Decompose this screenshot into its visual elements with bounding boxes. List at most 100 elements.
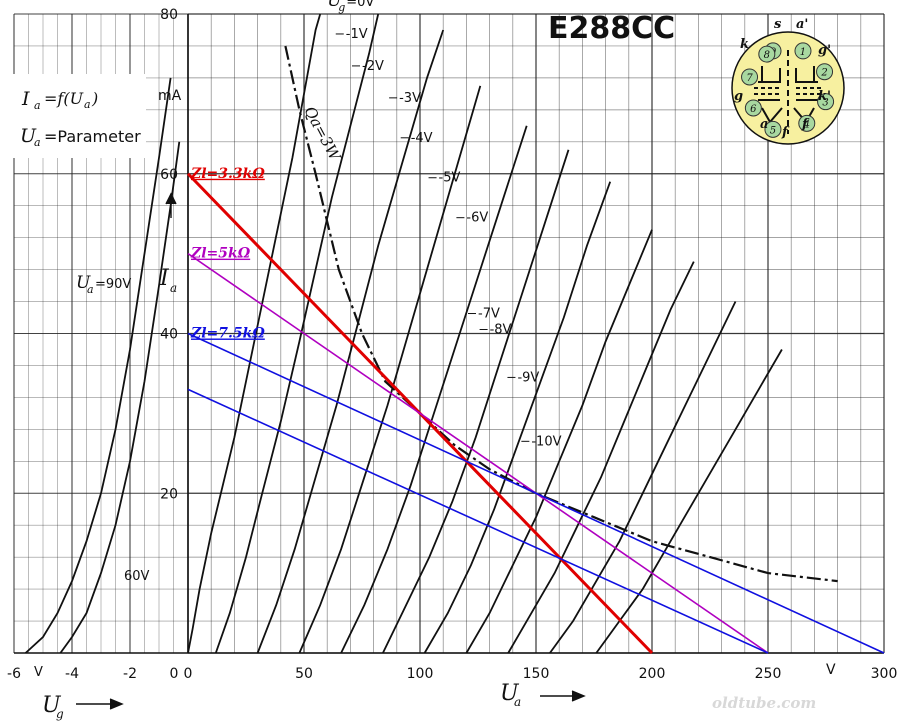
left-x-label: U xyxy=(42,693,62,718)
left-legend: I a =f(U a ) U a =Parameter xyxy=(10,74,146,158)
legend-line1-I: I xyxy=(21,88,30,110)
characteristic-curve xyxy=(423,181,612,654)
characteristic-curve xyxy=(595,349,783,654)
characteristic-curve xyxy=(340,125,528,654)
y-tick-label: 80 xyxy=(160,7,178,23)
pin-circle xyxy=(744,99,762,117)
load-line-label: Zl=3.3kΩ xyxy=(190,166,265,182)
legend-line1-sub: a xyxy=(34,99,41,112)
pin-name: f xyxy=(781,125,790,140)
legend-line1-end: ) xyxy=(91,89,98,108)
pin-circle xyxy=(798,114,816,132)
curve-label: -10V xyxy=(531,434,561,449)
pin-name: a' xyxy=(796,17,808,32)
legend-line2-U: U xyxy=(20,125,37,147)
left-x-axis-label: U g V xyxy=(34,665,124,721)
characteristic-curve xyxy=(214,13,380,654)
curve-label: -9V xyxy=(517,370,539,385)
left-curve-label: 60V xyxy=(124,569,150,584)
pin-circle xyxy=(794,42,812,60)
main-grid xyxy=(187,13,885,654)
curve-label: -6V xyxy=(466,211,488,226)
x-tick-label: 200 xyxy=(639,666,666,682)
pin-number: 5 xyxy=(770,125,776,136)
load-line-label: Zl=5kΩ xyxy=(190,246,251,262)
curve-label-sub: g xyxy=(338,1,345,14)
curve-label: -8V xyxy=(490,323,512,338)
characteristic-curve xyxy=(549,301,737,654)
curve-label: -2V xyxy=(362,59,384,74)
x-axis-label: U a V xyxy=(500,662,836,709)
pin-circle xyxy=(817,93,835,111)
legend-line1-rest: =f(U xyxy=(44,89,84,108)
x-tick-label: 50 xyxy=(295,666,313,682)
legend-line2-sub: a xyxy=(34,136,41,149)
power-limit-curve xyxy=(284,45,838,583)
left-x-unit: V xyxy=(34,665,43,680)
main-curves xyxy=(187,13,783,654)
left-curve-label-sub: a xyxy=(87,283,94,296)
load-line xyxy=(187,332,885,654)
transfer-curve xyxy=(24,77,172,654)
left-x-tick-label: -6 xyxy=(7,666,21,682)
curve-label: -5V xyxy=(439,171,461,186)
curve-label: -3V xyxy=(399,91,421,106)
characteristic-curve xyxy=(507,261,695,654)
x-unit: V xyxy=(826,662,836,678)
x-tick-label: 100 xyxy=(407,666,434,682)
chart-title: E288CC xyxy=(548,11,675,46)
legend-line1-sub2: a xyxy=(84,98,91,111)
y-label: I xyxy=(159,266,170,291)
pin-circle xyxy=(758,45,776,63)
left-x-tick-label: -4 xyxy=(65,666,79,682)
power-limit-label: Qa=3W xyxy=(300,103,344,165)
load-line xyxy=(187,252,769,654)
pin-number: 2 xyxy=(820,68,827,79)
x-label: U xyxy=(500,681,520,706)
x-tick-label: 150 xyxy=(523,666,550,682)
y-tick-label: 40 xyxy=(160,327,178,343)
x-tick-label: 250 xyxy=(755,666,782,682)
load-lines: Zl=3.3kΩ Zl=5kΩ Zl=7.5kΩ xyxy=(186,166,885,655)
tube-base xyxy=(731,31,845,145)
pin-name: g' xyxy=(818,43,831,58)
left-curve-label: =90V xyxy=(95,277,131,292)
pin-number: 3 xyxy=(822,98,828,109)
x-label-sub: a xyxy=(514,695,521,709)
characteristic-curve xyxy=(256,29,445,654)
pin-number: 8 xyxy=(764,50,770,61)
pin-number: 7 xyxy=(746,73,753,84)
y-unit: mA xyxy=(158,88,182,104)
x-tick-label: 0 xyxy=(184,666,193,682)
curve-label: -4V xyxy=(411,131,433,146)
pin-name: k' xyxy=(818,89,831,104)
left-x-tick-label: -2 xyxy=(123,666,137,682)
pin-name: a xyxy=(760,117,768,132)
legend-line2-rest: =Parameter xyxy=(44,127,141,146)
pin-number: 6 xyxy=(750,104,757,115)
y-axis-label: I a xyxy=(159,192,177,295)
pin-name: s xyxy=(774,17,782,32)
curve-label: -1V xyxy=(346,27,368,42)
x-tick-label: 300 xyxy=(871,666,898,682)
characteristic-curve xyxy=(298,85,482,654)
pin-circle xyxy=(741,68,759,86)
load-line-label: Zl=7.5kΩ xyxy=(190,326,265,342)
pin-name: k xyxy=(740,37,749,52)
y-tick-label: 60 xyxy=(160,167,178,183)
load-line xyxy=(187,388,769,654)
y-label-sub: a xyxy=(170,281,177,295)
pin-name: g xyxy=(734,89,743,104)
pin-circle xyxy=(816,63,834,81)
pin-circle xyxy=(764,120,782,138)
curve-label: =0V xyxy=(346,0,374,10)
characteristic-curve xyxy=(382,149,570,654)
pin-name: f xyxy=(801,117,810,132)
curve-label-prefix: U xyxy=(327,0,342,11)
y-tick-label: 20 xyxy=(160,486,178,502)
left-curve-label-prefix: U xyxy=(76,273,91,293)
